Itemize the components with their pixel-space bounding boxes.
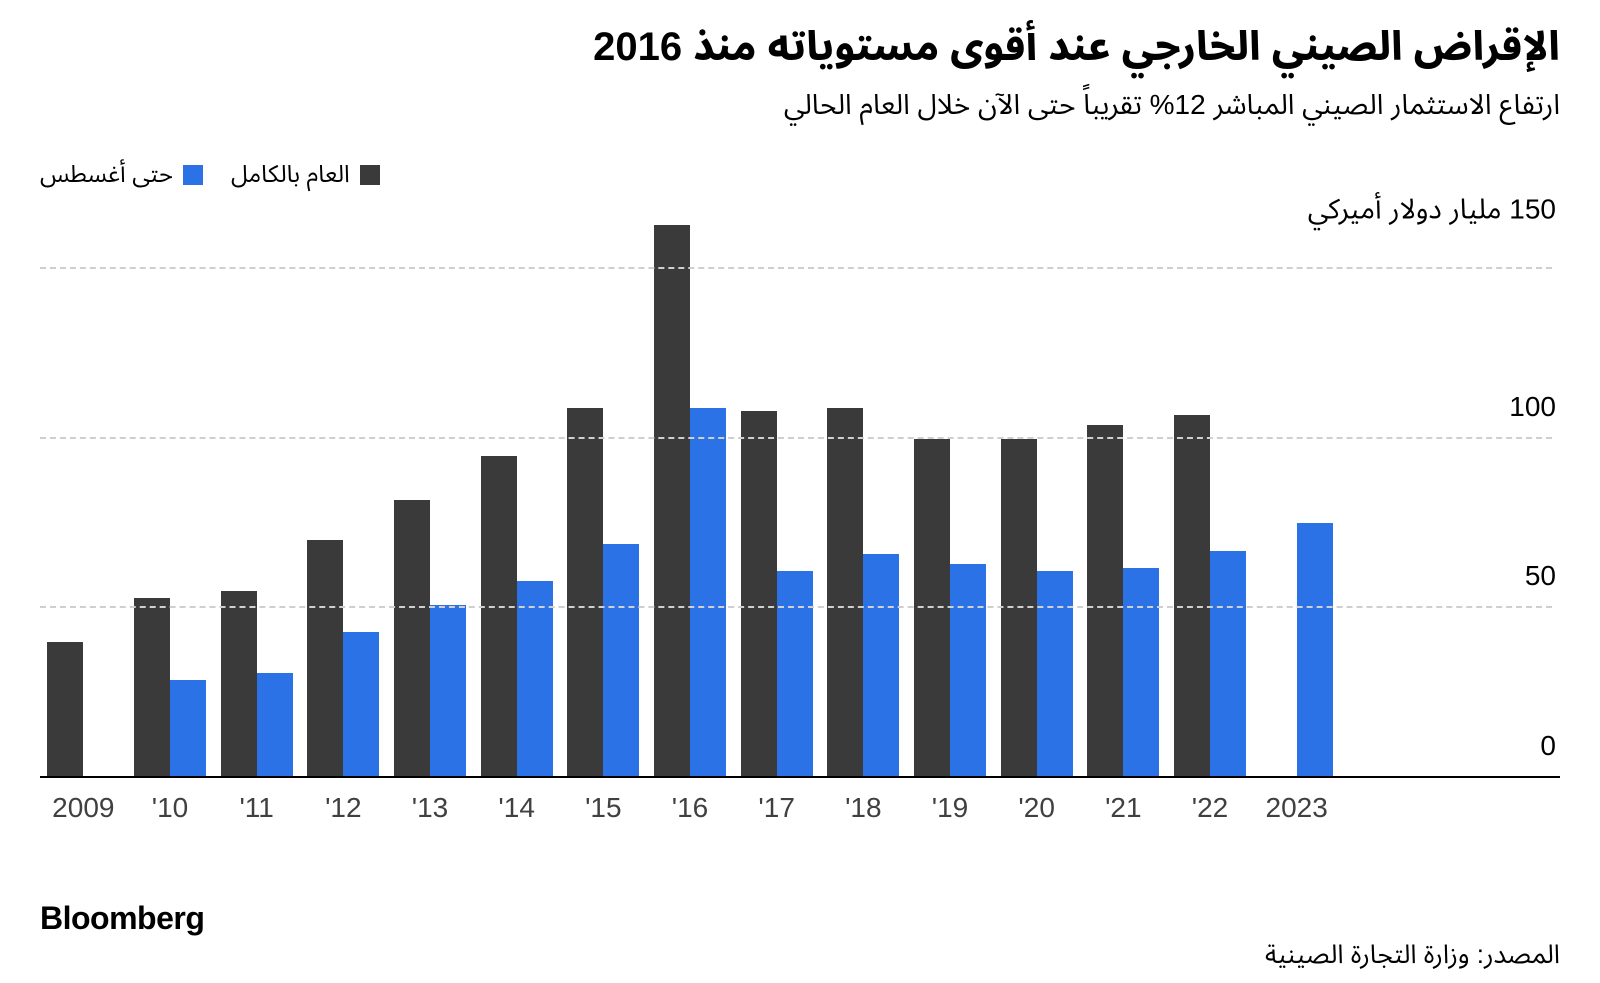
- x-tick-label: '20: [1018, 792, 1055, 824]
- bar-through-aug: [257, 673, 293, 778]
- x-tick-label: '14: [498, 792, 535, 824]
- bars-layer: [40, 218, 1560, 778]
- legend-swatch-through-aug: [183, 165, 203, 185]
- gridline: [40, 606, 1552, 608]
- chart-subtitle: ارتفاع الاستثمار الصيني المباشر 12% تقري…: [40, 76, 1560, 135]
- bar-group: [1080, 218, 1166, 778]
- bar-through-aug: [1037, 571, 1073, 778]
- bar-through-aug: [430, 605, 466, 778]
- y-tick-label: 0: [1532, 730, 1560, 762]
- x-tick-label: '10: [152, 792, 189, 824]
- legend-swatch-full-year: [360, 165, 380, 185]
- bar-through-aug: [863, 554, 899, 778]
- x-tick-label: '15: [585, 792, 622, 824]
- bar-full-year: [134, 598, 170, 778]
- x-tick-label: '18: [845, 792, 882, 824]
- y-tick-label: 100: [1501, 391, 1560, 423]
- bar-full-year: [1174, 415, 1210, 778]
- bar-group: [1167, 218, 1253, 778]
- bar-group: [214, 218, 300, 778]
- bar-full-year: [1087, 425, 1123, 778]
- bar-group: [907, 218, 993, 778]
- legend-item-through-aug: حتى أغسطس: [40, 149, 203, 200]
- bar-group: [734, 218, 820, 778]
- bar-group: [994, 218, 1080, 778]
- bar-full-year: [221, 591, 257, 778]
- bar-through-aug: [777, 571, 813, 778]
- y-tick-label: 150 مليار دولار أميركي: [1300, 180, 1560, 239]
- bar-full-year: [654, 225, 690, 778]
- x-tick-label: 2023: [1266, 792, 1328, 824]
- gridline: [40, 437, 1552, 439]
- x-axis-labels: 2009 '10 '11 '12 '13 '14 '15 '16 '17 '18 '19 '20 '21…: [40, 792, 1560, 830]
- bar-group: [127, 218, 213, 778]
- x-tick-label: '22: [1192, 792, 1229, 824]
- source-text: المصدر: وزارة التجارة الصينية: [1265, 928, 1560, 983]
- footer: Bloomberg المصدر: وزارة التجارة الصينية: [40, 900, 1560, 980]
- bar-group: [820, 218, 906, 778]
- bar-full-year: [307, 540, 343, 778]
- bar-through-aug: [343, 632, 379, 778]
- bar-full-year: [481, 456, 517, 778]
- x-tick-label: '21: [1105, 792, 1142, 824]
- bar-full-year: [827, 408, 863, 778]
- y-tick-label: 50: [1517, 560, 1560, 592]
- bar-group: [560, 218, 646, 778]
- bar-full-year: [567, 408, 603, 778]
- plot-area: 050100150 مليار دولار أميركي: [40, 218, 1560, 778]
- bar-through-aug: [950, 564, 986, 778]
- bar-chart: 050100150 مليار دولار أميركي: [40, 218, 1560, 778]
- bar-through-aug: [170, 680, 206, 778]
- bar-group: [387, 218, 473, 778]
- bar-full-year: [741, 411, 777, 778]
- x-tick-label: '12: [325, 792, 362, 824]
- legend-label-full-year: العام بالكامل: [231, 149, 350, 200]
- bar-full-year: [394, 500, 430, 778]
- bar-group: [1254, 218, 1340, 778]
- bar-group: [300, 218, 386, 778]
- bar-full-year: [47, 642, 83, 778]
- x-tick-label: '11: [239, 792, 273, 824]
- x-tick-label: '16: [672, 792, 709, 824]
- x-tick-label: '17: [758, 792, 795, 824]
- x-tick-label: '13: [412, 792, 449, 824]
- bar-through-aug: [1123, 568, 1159, 778]
- gridline: [40, 267, 1552, 269]
- legend-item-full-year: العام بالكامل: [231, 149, 380, 200]
- bar-group: [647, 218, 733, 778]
- bar-group: [40, 218, 126, 778]
- baseline: [40, 776, 1560, 778]
- chart-card: الإقراض الصيني الخارجي عند أقوى مستوياته…: [0, 0, 1600, 961]
- bar-through-aug: [603, 544, 639, 778]
- x-tick-label: 2009: [52, 792, 114, 824]
- brand-logo: Bloomberg: [40, 900, 204, 937]
- bar-group: [474, 218, 560, 778]
- legend-label-through-aug: حتى أغسطس: [40, 149, 173, 200]
- chart-title: الإقراض الصيني الخارجي عند أقوى مستوياته…: [40, 24, 1560, 70]
- bar-through-aug: [1210, 551, 1246, 778]
- x-tick-label: '19: [932, 792, 969, 824]
- bar-through-aug: [690, 408, 726, 778]
- bar-through-aug: [517, 581, 553, 778]
- bar-through-aug: [1297, 523, 1333, 778]
